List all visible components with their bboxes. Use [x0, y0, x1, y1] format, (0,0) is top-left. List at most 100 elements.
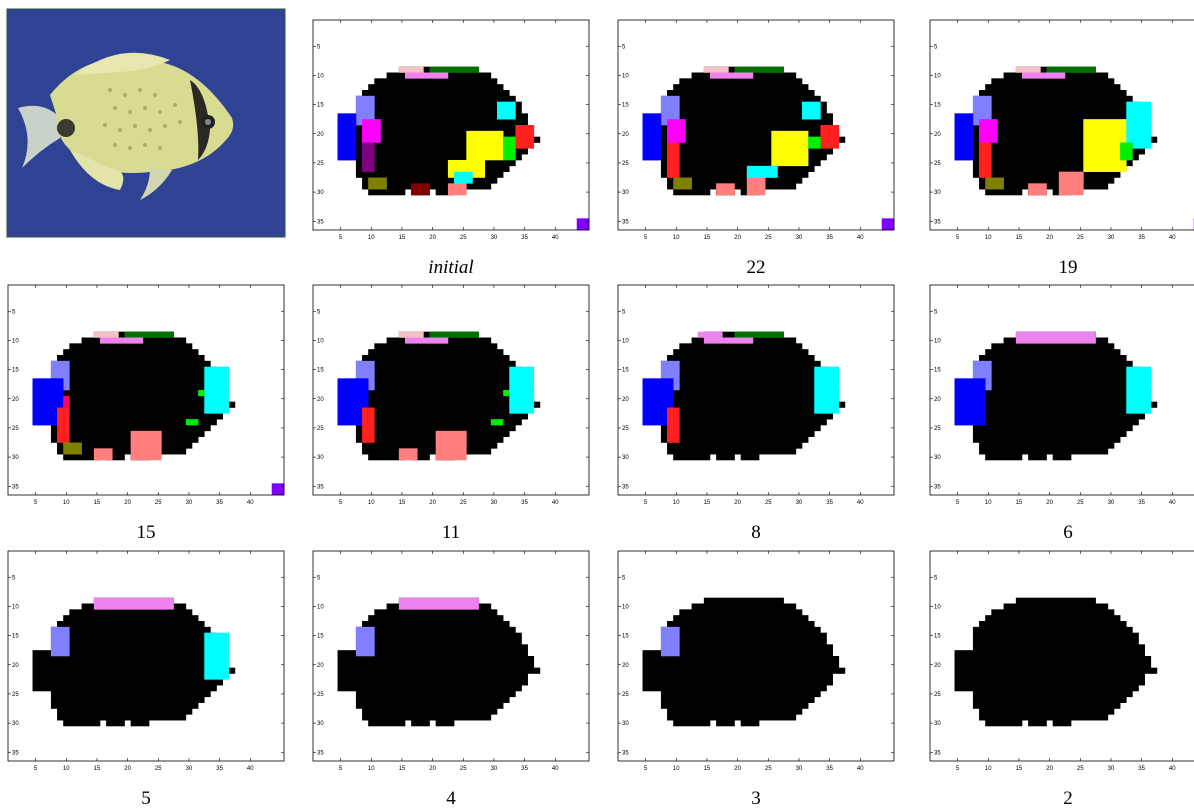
y-tick-label: 10 [934, 73, 941, 79]
segment [94, 598, 174, 610]
fish-body [63, 720, 100, 726]
y-tick-label: 35 [317, 484, 324, 490]
x-tick-label: 5 [956, 235, 960, 241]
y-tick-label: 25 [12, 692, 19, 698]
segment [515, 125, 534, 149]
fish-body [979, 714, 1108, 720]
y-tick-label: 25 [934, 161, 941, 167]
x-tick-label: 40 [552, 235, 559, 241]
y-tick-label: 20 [934, 663, 941, 669]
fish-body [368, 189, 405, 195]
fish-body [661, 633, 827, 639]
fish-body [673, 454, 710, 460]
y-tick-label: 25 [317, 692, 324, 698]
x-tick-label: 35 [1138, 766, 1145, 772]
fish-body [362, 355, 510, 361]
y-tick-label: 30 [317, 455, 324, 461]
y-tick-label: 10 [12, 338, 19, 344]
fish-body [973, 627, 1133, 633]
y-tick-label: 30 [12, 721, 19, 727]
fish-body [51, 639, 217, 645]
segment [94, 332, 119, 338]
x-tick-label: 5 [339, 235, 343, 241]
segment [814, 367, 839, 414]
fish-body [368, 84, 503, 90]
fish-body [973, 425, 1133, 431]
x-tick-label: 40 [552, 766, 559, 772]
fish-body [661, 644, 833, 650]
fish-body [661, 102, 827, 108]
fish-body [51, 437, 199, 443]
fish-body [667, 90, 815, 96]
fish-body [51, 425, 211, 431]
x-tick-label: 25 [460, 500, 467, 506]
fish-body [338, 668, 541, 674]
x-tick-label: 25 [155, 500, 162, 506]
fish-body [368, 349, 503, 355]
segment [405, 73, 448, 79]
fish-body [338, 662, 535, 668]
fish-body [973, 697, 1127, 703]
fish-body [368, 615, 503, 621]
x-tick-label: 15 [94, 766, 101, 772]
segment [362, 119, 381, 143]
fish-body [661, 627, 821, 633]
segment [667, 408, 680, 443]
x-tick-label: 20 [124, 500, 131, 506]
fish-body [673, 189, 710, 195]
fish-body [362, 448, 491, 454]
segment [771, 131, 808, 166]
x-tick-label: 5 [644, 235, 648, 241]
fish-body [63, 349, 198, 355]
fish-body [985, 454, 1022, 460]
fish-body [973, 108, 1139, 114]
y-tick-label: 25 [317, 161, 324, 167]
panel-caption: 11 [442, 522, 460, 543]
segment [436, 431, 467, 460]
fish-body [667, 621, 815, 627]
fish-body [356, 697, 510, 703]
panel-caption: 5 [141, 788, 151, 809]
x-tick-label: 15 [704, 766, 711, 772]
y-tick-label: 20 [317, 397, 324, 403]
fish-body [979, 443, 1114, 449]
x-tick-label: 40 [247, 500, 254, 506]
fish-body [673, 720, 710, 726]
fish-body [33, 674, 223, 680]
x-tick-label: 20 [734, 766, 741, 772]
y-tick-label: 20 [622, 663, 629, 669]
fish-body [679, 609, 802, 615]
segmentation-panel: 5101520253035405101520253035 [8, 285, 284, 506]
fish-body [973, 691, 1133, 697]
fish-body [374, 78, 497, 84]
fish-body [63, 615, 198, 621]
fish-body [57, 714, 186, 720]
x-tick-label: 10 [368, 235, 375, 241]
fish-body [973, 378, 1145, 384]
segment [1016, 332, 1096, 344]
fish-body [356, 437, 504, 443]
segment [1028, 183, 1047, 195]
fish-body [973, 373, 1139, 379]
y-tick-label: 10 [317, 338, 324, 344]
segment [985, 178, 1004, 190]
x-tick-label: 25 [155, 766, 162, 772]
fish-body [356, 691, 516, 697]
segment [63, 443, 82, 455]
x-tick-label: 25 [460, 766, 467, 772]
x-tick-label: 40 [1169, 500, 1176, 506]
fish-body [33, 679, 223, 685]
fish-body [661, 96, 821, 102]
x-tick-label: 35 [521, 500, 528, 506]
fish-body [741, 720, 760, 726]
fish-body [368, 720, 405, 726]
fish-body [979, 355, 1127, 361]
fish-body [51, 627, 211, 633]
fish-body [69, 343, 192, 349]
y-tick-label: 20 [12, 663, 19, 669]
fish-body [411, 720, 430, 726]
fish-body [51, 373, 217, 379]
fish-body [356, 425, 516, 431]
y-tick-label: 10 [622, 604, 629, 610]
x-tick-label: 5 [34, 766, 38, 772]
